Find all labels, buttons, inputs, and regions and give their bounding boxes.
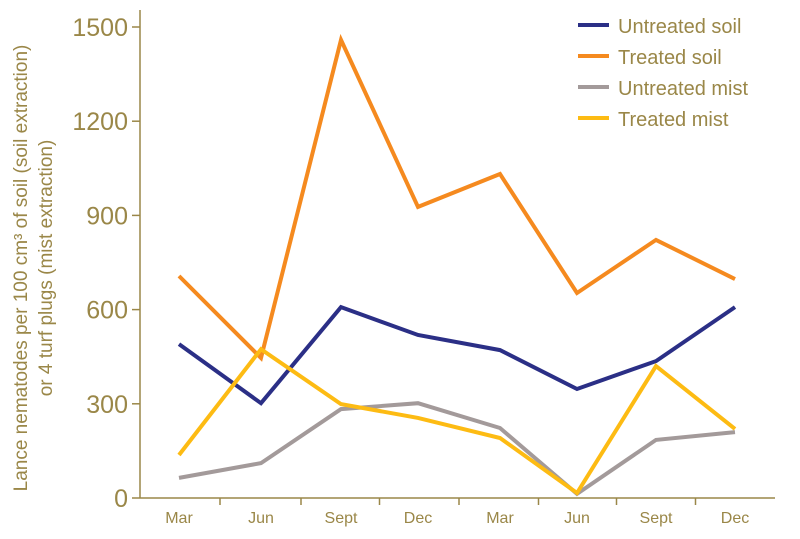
- y-tick-label: 600: [86, 297, 128, 325]
- y-tick-label: 300: [86, 391, 128, 419]
- x-tick-label: Mar: [486, 510, 514, 527]
- y-tick-label: 900: [86, 202, 128, 230]
- y-axis-label-line2: or 4 turf plugs (mist extraction): [36, 140, 57, 397]
- y-tick-label: 1500: [72, 14, 128, 42]
- legend: Untreated soil Treated soil Untreated mist…: [578, 16, 748, 131]
- y-tick-label: 0: [114, 485, 128, 513]
- legend-label: Untreated soil: [618, 16, 741, 38]
- y-tick-label: 1200: [72, 108, 128, 136]
- legend-label: Treated soil: [618, 47, 722, 69]
- series-line-untreated-mist: [178, 401, 736, 497]
- x-tick-label: Mar: [165, 510, 193, 527]
- series-line-treated-soil: [177, 33, 736, 362]
- legend-label: Untreated mist: [618, 78, 748, 100]
- x-tick-label: Sept: [325, 510, 358, 527]
- x-tick-label: Jun: [248, 510, 274, 527]
- x-tick-label: Dec: [404, 510, 432, 527]
- series-line-untreated-soil: [177, 304, 737, 406]
- series-line-treated-mist: [177, 346, 737, 496]
- x-tick-label: Jun: [564, 510, 590, 527]
- y-axis-label-line1: Lance nematodes per 100 cm³ of soil (soi…: [11, 45, 32, 492]
- x-tick-label: Sept: [640, 510, 673, 527]
- x-tick-label: Dec: [721, 510, 749, 527]
- legend-label: Treated mist: [618, 109, 729, 131]
